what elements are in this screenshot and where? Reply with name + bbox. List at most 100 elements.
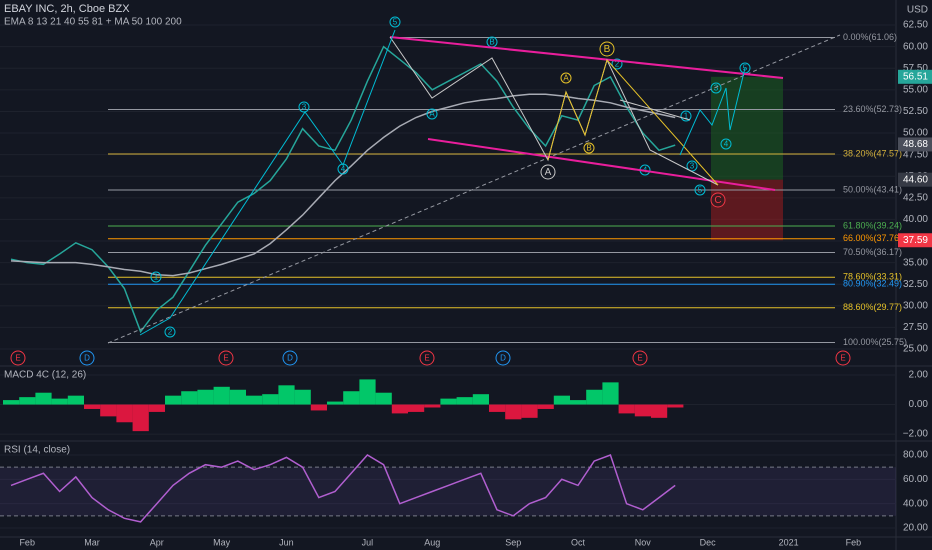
histogram-bar (327, 401, 344, 405)
event-label: E (424, 354, 429, 363)
wave-label: 2 (615, 60, 620, 69)
x-tick-label: Sep (505, 537, 521, 547)
wave-marker (426, 108, 438, 120)
y-tick-label: −2.00 (903, 429, 929, 440)
fib-label: 70.50%(36.17) (843, 247, 902, 257)
wave-marker (611, 58, 623, 70)
fib-label: 50.00%(43.41) (843, 184, 902, 194)
histogram-bar (472, 394, 489, 405)
histogram-bar (100, 404, 117, 417)
histogram-bar (148, 404, 165, 412)
histogram-bar (375, 392, 392, 405)
event-label: E (637, 354, 642, 363)
wave-marker (710, 192, 726, 208)
histogram-bar (440, 398, 457, 405)
histogram-bar (278, 385, 295, 405)
histogram-bar (456, 397, 473, 405)
wave-label: A (429, 110, 435, 119)
target-zone (711, 76, 783, 180)
x-tick-label: Aug (424, 537, 440, 547)
event-label: D (500, 354, 506, 363)
price-tag-label: 44.60 (903, 174, 928, 185)
series-line (10, 45, 676, 334)
histogram-bar (294, 389, 311, 405)
event-marker (79, 350, 95, 366)
wave-line (547, 59, 608, 161)
y-tick-label: 0.00 (909, 399, 929, 410)
wave-marker (150, 271, 162, 283)
y-tick-label: 62.50 (903, 20, 928, 31)
price-tag (898, 137, 932, 152)
channel-line (389, 36, 784, 79)
event-marker (632, 350, 648, 366)
wave-label: 3 (302, 103, 307, 112)
wave-marker (686, 160, 698, 172)
histogram-bar (67, 395, 84, 405)
event-label: E (223, 354, 228, 363)
price-tag (898, 69, 932, 84)
wave-label: B (586, 144, 591, 153)
histogram-bar (537, 404, 554, 409)
y-tick-label: 57.50 (903, 63, 928, 74)
histogram-bar (651, 404, 668, 418)
wave-label: 2 (168, 328, 173, 337)
x-tick-label: Feb (19, 537, 35, 547)
y-tick-label: 55.00 (903, 84, 928, 95)
wave-label: B (604, 44, 611, 55)
event-marker (282, 350, 298, 366)
fib-label: 78.60%(33.31) (843, 272, 902, 282)
event-label: D (287, 354, 293, 363)
wedge-line (606, 59, 719, 186)
projection-line (679, 67, 746, 156)
histogram-bar (391, 404, 408, 414)
histogram-bar (213, 386, 230, 405)
channel-line (427, 138, 776, 191)
rsi-title: RSI (14, close) (4, 445, 70, 456)
y-tick-label: 32.50 (903, 279, 928, 290)
event-marker (835, 350, 851, 366)
fib-label: 88.60%(29.77) (843, 302, 902, 312)
histogram-bar (84, 404, 101, 409)
event-marker (419, 350, 435, 366)
wave-marker (164, 326, 176, 338)
histogram-bar (310, 404, 327, 411)
histogram-bar (51, 398, 68, 405)
y-tick-label: 20.00 (903, 523, 928, 534)
wave-marker (599, 41, 615, 57)
price-tag (898, 233, 932, 248)
histogram-bar (489, 404, 506, 412)
wave-marker (389, 16, 401, 28)
y-tick-label: 27.50 (903, 322, 928, 333)
histogram-bar (602, 382, 619, 405)
histogram-bar (246, 395, 263, 405)
x-tick-label: Nov (635, 537, 652, 547)
fib-label: 80.90%(32.49) (843, 279, 902, 289)
price-tag-label: 56.51 (903, 71, 928, 82)
x-tick-label: 2021 (779, 537, 799, 547)
wave-label: 1 (684, 112, 689, 121)
wedge-line (619, 99, 691, 121)
wave-marker (298, 101, 310, 113)
y-tick-label: 60.00 (903, 41, 928, 52)
x-tick-label: Feb (846, 537, 862, 547)
histogram-bar (505, 404, 522, 420)
wave-marker (720, 138, 732, 150)
x-tick-label: Dec (700, 537, 717, 547)
wave-label: C (714, 195, 721, 206)
trend-line (107, 34, 841, 344)
wave-line (139, 29, 396, 336)
histogram-bar (262, 394, 279, 405)
histogram-bar (667, 404, 684, 408)
histogram-bar (570, 400, 587, 405)
y-tick-label: 50.00 (903, 128, 928, 139)
fib-label: 100.00%(25.75) (843, 337, 907, 347)
histogram-bar (408, 404, 425, 412)
drawings (107, 29, 841, 344)
y-tick-label: 47.50 (903, 149, 928, 160)
wave-label: A (545, 167, 552, 178)
wave-label: 5 (698, 186, 703, 195)
y-tick-label: 40.00 (903, 214, 928, 225)
event-marker (495, 350, 511, 366)
histogram-bar (132, 404, 149, 432)
